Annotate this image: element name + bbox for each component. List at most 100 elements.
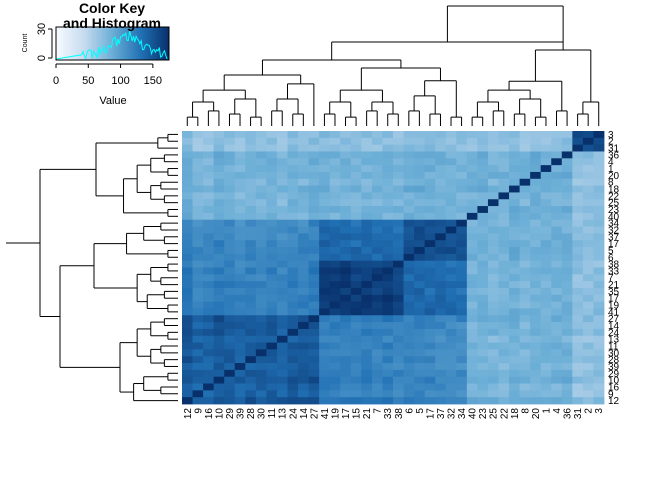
- heatmap-cell: [498, 137, 510, 146]
- heatmap-cell: [435, 247, 447, 255]
- heatmap-cell: [245, 212, 257, 221]
- heatmap-cell: [371, 356, 383, 364]
- row-label: 12: [608, 396, 620, 407]
- color-key-swatch: [161, 27, 163, 60]
- heatmap-cell: [319, 308, 331, 316]
- heatmap-cell: [435, 151, 447, 159]
- heatmap-cell: [266, 171, 278, 180]
- heatmap-cell: [435, 356, 447, 364]
- heatmap-cell: [276, 315, 288, 323]
- color-key-swatch: [149, 27, 151, 60]
- heatmap-cell: [498, 267, 510, 275]
- heatmap-cell: [361, 308, 373, 316]
- heatmap-cell: [477, 253, 489, 262]
- heatmap-cell: [255, 287, 267, 296]
- heatmap-cell: [498, 151, 510, 159]
- heatmap-cell: [203, 144, 215, 152]
- row-label: 17: [608, 239, 620, 250]
- heatmap-cell: [382, 178, 394, 187]
- heatmap-cell: [593, 267, 605, 275]
- row-label: 6: [608, 253, 614, 264]
- heatmap-cell: [540, 260, 552, 268]
- heatmap-cell: [519, 376, 531, 384]
- heatmap-cell: [255, 356, 267, 364]
- heatmap-cell: [319, 267, 331, 275]
- heatmap-cell: [424, 267, 436, 275]
- heatmap-cell: [456, 178, 468, 187]
- heatmap-cell: [487, 390, 499, 398]
- heatmap-cell: [319, 226, 331, 234]
- heatmap-cell: [276, 240, 288, 248]
- color-key-swatch: [120, 27, 122, 60]
- heatmap-cell: [382, 233, 394, 241]
- heatmap-cell: [487, 131, 499, 139]
- heatmap-cell: [414, 376, 426, 384]
- heatmap-cell: [234, 349, 246, 357]
- heatmap-cell: [572, 281, 584, 289]
- heatmap-cell: [308, 165, 320, 173]
- heatmap-cell: [287, 349, 299, 357]
- heatmap-cell: [593, 158, 605, 166]
- heatmap-cell: [371, 192, 383, 200]
- color-key-swatch: [128, 27, 130, 60]
- heatmap-cell: [213, 192, 225, 200]
- heatmap-cell: [456, 212, 468, 221]
- heatmap-cell: [382, 253, 394, 262]
- heatmap-cell: [234, 397, 246, 405]
- heatmap-cell: [551, 212, 563, 221]
- heatmap-cell: [213, 315, 225, 323]
- heatmap-cell: [572, 267, 584, 275]
- heatmap-cell: [456, 335, 468, 343]
- heatmap-cell: [593, 301, 605, 309]
- heatmap-cell: [477, 383, 489, 391]
- heatmap-cell: [298, 397, 309, 405]
- heatmap-cell: [371, 308, 383, 316]
- heatmap-cell: [255, 192, 267, 200]
- heatmap-cell: [340, 274, 352, 282]
- heatmap-cell: [572, 397, 584, 405]
- heatmap-cell: [371, 363, 383, 371]
- heatmap-cell: [530, 158, 542, 166]
- color-key-title-line-2: and Histogram: [63, 15, 161, 31]
- row-labels: 3231364120818222523403432371756383372135…: [608, 130, 620, 407]
- heatmap-cell: [403, 171, 415, 180]
- heatmap-cell: [192, 226, 204, 234]
- color-key-x-tick-label: 50: [82, 75, 94, 87]
- heatmap-cell: [424, 192, 436, 200]
- heatmap-cell: [530, 253, 542, 262]
- heatmap-cell: [561, 131, 573, 139]
- heatmap-cell: [308, 226, 320, 234]
- color-key-swatch: [100, 27, 102, 60]
- heatmap-cell: [276, 281, 288, 289]
- heatmap-cell: [593, 274, 605, 282]
- heatmap-cell: [287, 171, 299, 180]
- heatmap-cell: [329, 383, 341, 391]
- heatmap-cell: [519, 301, 531, 309]
- heatmap-cell: [319, 356, 331, 364]
- heatmap-cell: [234, 315, 246, 323]
- heatmap-cell: [477, 185, 489, 193]
- heatmap-cell: [509, 335, 520, 343]
- heatmap-cell: [329, 315, 341, 323]
- heatmap-cell: [340, 219, 352, 227]
- heatmap-cell: [435, 315, 447, 323]
- heatmap-cell: [245, 287, 257, 296]
- heatmap-cell: [414, 294, 426, 303]
- heatmap-cell: [276, 267, 288, 275]
- heatmap-cell: [393, 206, 404, 214]
- heatmap-cell: [445, 178, 457, 187]
- heatmap-cell: [477, 199, 489, 207]
- heatmap-cell: [350, 199, 362, 207]
- heatmap-cell: [192, 335, 204, 343]
- heatmap-cell: [298, 287, 309, 296]
- heatmap-cell: [466, 308, 478, 316]
- color-key-swatch: [95, 27, 97, 60]
- heatmap-cell: [519, 390, 531, 398]
- heatmap-cell: [582, 260, 594, 268]
- column-label: 17: [341, 408, 352, 420]
- heatmap-cell: [329, 137, 341, 146]
- heatmap-cell: [245, 397, 257, 405]
- heatmap-cell: [487, 335, 499, 343]
- heatmap-cell: [182, 253, 193, 262]
- color-key-swatch: [91, 27, 93, 60]
